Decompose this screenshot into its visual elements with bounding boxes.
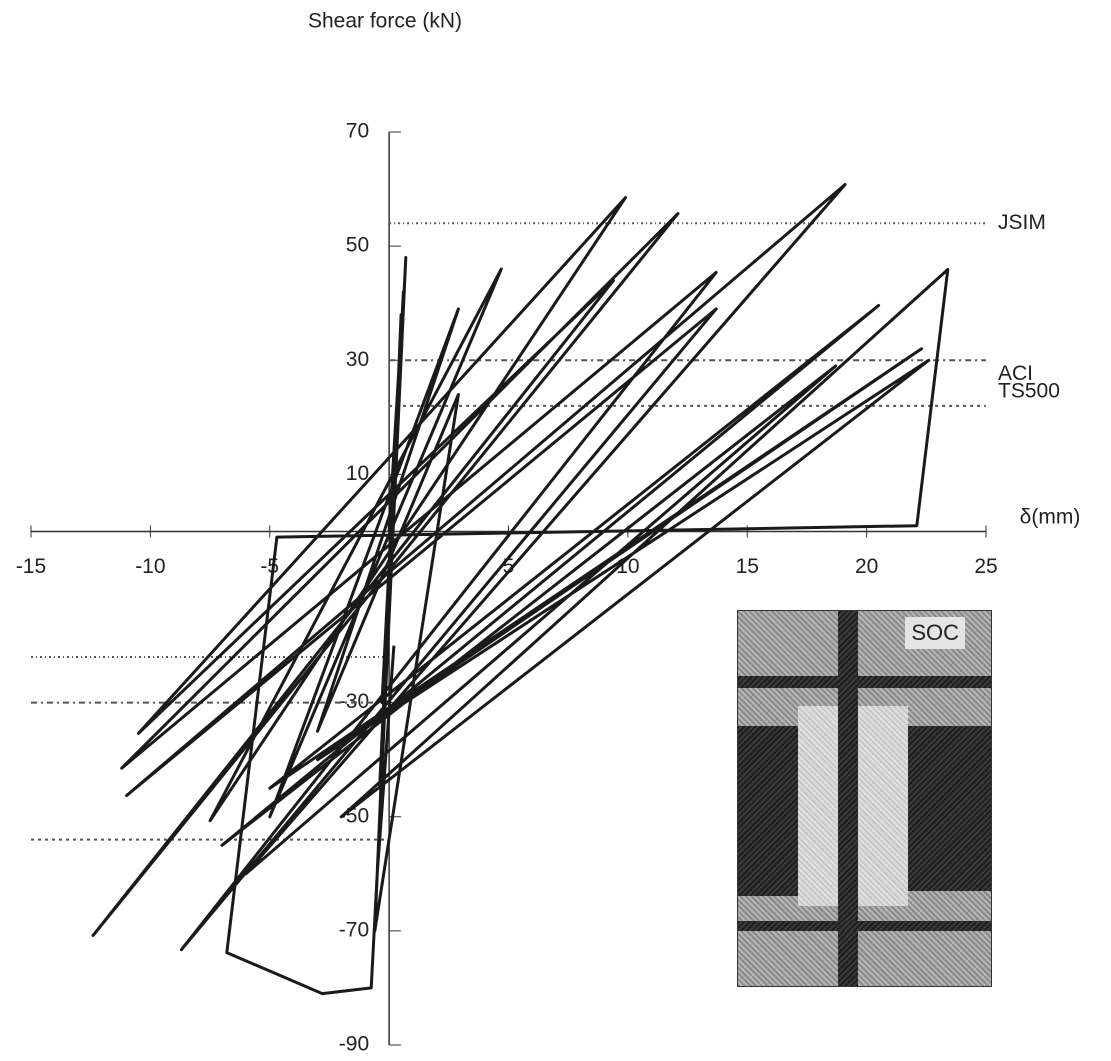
reference-label: TS500: [998, 379, 1060, 402]
photo-beam: [738, 676, 991, 688]
x-tick-label: 25: [974, 555, 997, 578]
y-tick-label: -90: [339, 1033, 369, 1056]
x-axis-label: δ(mm): [1020, 506, 1081, 529]
y-axis-label: Shear force (kN): [308, 10, 462, 33]
y-tick-label: 30: [346, 348, 369, 371]
y-tick-label: 50: [346, 234, 369, 257]
x-tick-label: 15: [736, 555, 759, 578]
photo-beam: [738, 921, 991, 931]
x-tick-label: -15: [16, 555, 46, 578]
y-tick-label: -70: [339, 918, 369, 941]
x-tick-label: 20: [855, 555, 878, 578]
photo-block: [903, 726, 991, 891]
reference-label: JSIM: [998, 211, 1046, 234]
x-tick-label: -5: [260, 555, 279, 578]
inset-label: SOC: [905, 617, 965, 649]
page: Shear force (kN) δ(mm) -15-10-5510152025…: [0, 0, 1111, 1061]
x-tick-label: -10: [135, 555, 165, 578]
photo-inset: SOC: [737, 610, 992, 987]
y-tick-label: 70: [346, 120, 369, 143]
